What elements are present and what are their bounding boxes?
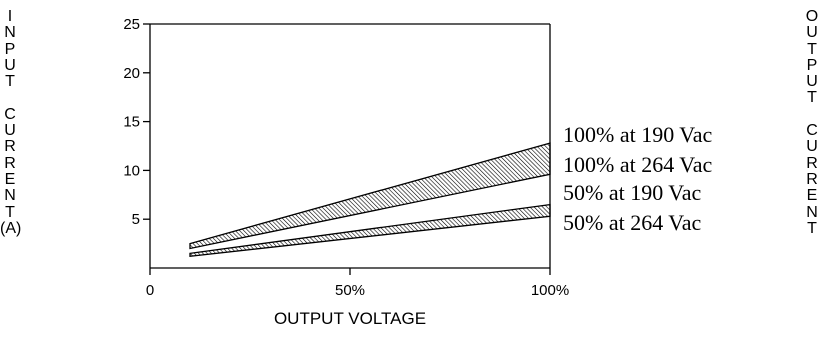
- y-axis-label-right-char-11: E: [806, 187, 818, 205]
- x-tick-label-50: 50%: [335, 282, 365, 299]
- series-label-0: 100% at 190 Vac: [563, 122, 713, 147]
- y-axis-unit-label: (A): [0, 219, 22, 237]
- y-axis-label-right-char-8: U: [806, 138, 818, 156]
- series-label-2: 50% at 190 Vac: [563, 180, 702, 205]
- series-label-1: 100% at 264 Vac: [563, 152, 713, 177]
- y-axis-label-right-char-13: T: [807, 219, 817, 237]
- y-axis-label-left-char-4: T: [5, 73, 15, 91]
- y-axis-label-right-char-0: O: [805, 8, 819, 25]
- y-axis-label-right-char-3: P: [806, 56, 818, 74]
- x-tick-label-100: 100%: [531, 282, 569, 299]
- series-label-3: 50% at 264 Vac: [563, 210, 702, 235]
- y-axis-label-right-char-12: N: [806, 203, 818, 221]
- y-tick-label-15: 15: [123, 114, 140, 131]
- bands-layer: [189, 142, 551, 258]
- y-axis-label-left-char-1: N: [4, 24, 16, 42]
- y-axis-label-left-char-7: U: [4, 122, 16, 140]
- y-axis-label-left-char-8: R: [4, 138, 16, 156]
- y-axis-label-left-char-12: T: [5, 203, 15, 221]
- y-axis-label-right-char-10: R: [806, 170, 818, 188]
- x-axis-title: OUTPUT VOLTAGE: [274, 309, 426, 328]
- y-tick-label-25: 25: [123, 16, 140, 33]
- y-axis-label-right-char-1: U: [806, 24, 818, 42]
- y-axis-label-right-char-4: U: [806, 73, 818, 91]
- y-axis-label-right-char-9: R: [806, 154, 818, 172]
- y-axis-label-left-char-2: P: [4, 40, 16, 58]
- y-tick-label-10: 10: [123, 162, 140, 179]
- y-axis-label-right-char-2: T: [807, 40, 817, 58]
- y-axis-label-right-char-7: C: [806, 122, 818, 140]
- y-axis-label-right-char-5: T: [807, 89, 817, 107]
- y-axis-label-left-char-11: N: [4, 187, 16, 205]
- y-tick-label-5: 5: [132, 211, 140, 228]
- y-tick-label-20: 20: [123, 65, 140, 82]
- labels-layer: 100% at 190 Vac 100% at 264 Vac 50% at 190…: [563, 122, 713, 235]
- y-axis-label-left-char-10: E: [4, 170, 16, 188]
- y-axis-label-left-char-0: I: [7, 8, 13, 25]
- y-axis-label-left-char-3: U: [4, 56, 16, 74]
- y-axis-label-left-char-9: R: [4, 154, 16, 172]
- axes-layer: 5 10 15 20 25 0 50% 100% OUTPUT VOLTAGE: [123, 16, 569, 328]
- x-tick-label-0: 0: [146, 282, 154, 299]
- y-axis-label-left-char-6: C: [4, 105, 16, 123]
